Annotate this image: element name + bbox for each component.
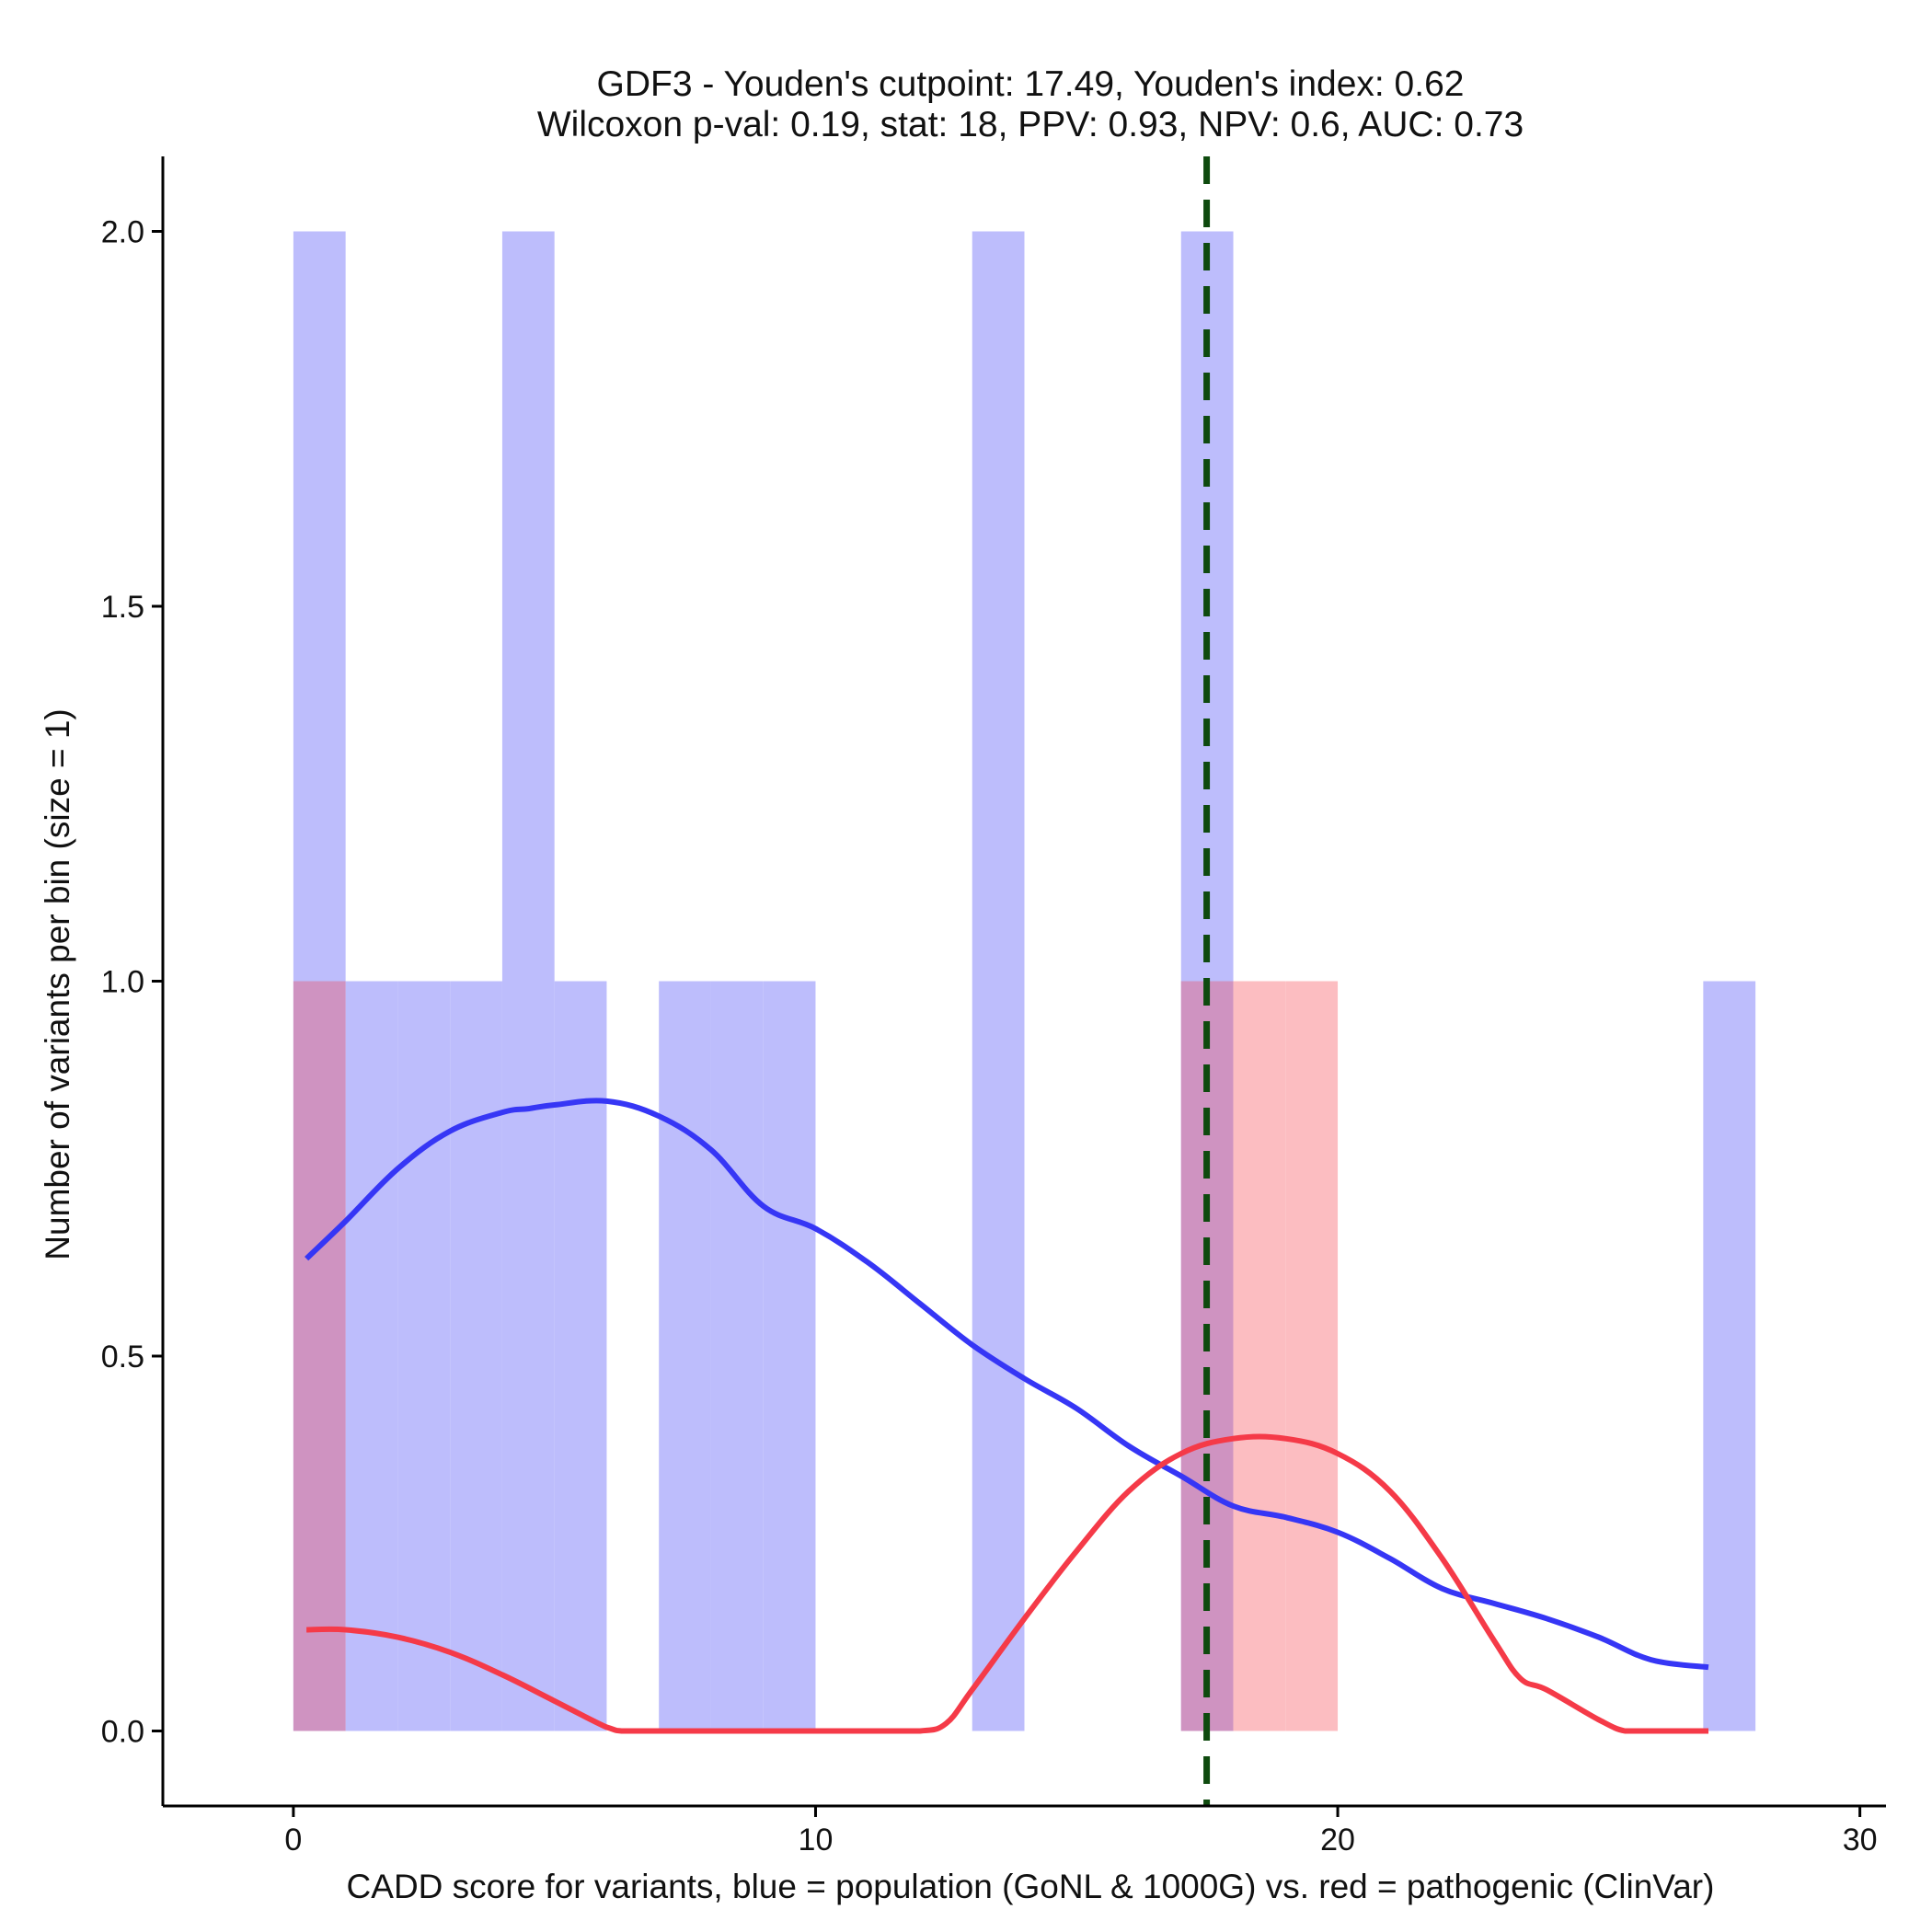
population-bar-8 <box>710 981 764 1731</box>
population-bar-5 <box>554 981 607 1731</box>
x-axis-title: CADD score for variants, blue = populati… <box>347 1868 1715 1905</box>
pathogenic-density-curve <box>306 1433 1708 1734</box>
x-tick-label-1: 10 <box>799 1823 834 1857</box>
overlap-bar-17 <box>1180 981 1234 1731</box>
population-bar-3 <box>450 981 502 1731</box>
population-bar-7 <box>659 981 711 1731</box>
y-axis-title: Number of variants per bin (size = 1) <box>39 708 76 1259</box>
population-bar-4 <box>501 231 555 1731</box>
population-bar-1 <box>345 981 398 1731</box>
y-tick-label-4: 2.0 <box>101 215 144 250</box>
population-bar-27 <box>1703 981 1756 1731</box>
y-tick-label-2: 1.0 <box>101 965 144 1000</box>
y-tick-label-1: 0.5 <box>101 1340 144 1374</box>
population-bar-9 <box>763 981 816 1731</box>
y-tick-label-0: 0.0 <box>101 1715 144 1750</box>
overlap-bar-0 <box>293 981 346 1731</box>
x-tick-label-3: 30 <box>1843 1823 1878 1857</box>
density-curves <box>305 1098 1709 1734</box>
population-density-curve <box>305 1098 1709 1671</box>
pathogenic-bar-19 <box>1285 981 1339 1731</box>
histogram-bars <box>293 231 1756 1731</box>
pathogenic-bar-18 <box>1233 981 1286 1731</box>
x-tick-label-2: 20 <box>1320 1823 1355 1857</box>
x-tick-label-0: 0 <box>284 1823 302 1857</box>
population-bar-13 <box>972 231 1025 1731</box>
chart-title: GDF3 - Youden's cutpoint: 17.49, Youden'… <box>537 64 1524 144</box>
y-tick-label-3: 1.5 <box>101 590 144 625</box>
population-bar-2 <box>397 981 451 1731</box>
axes: 0.0 0.5 1.0 1.5 2.0 0 10 20 30 <box>101 156 1886 1857</box>
chart-title-line2: Wilcoxon p-val: 0.19, stat: 18, PPV: 0.9… <box>537 105 1524 144</box>
chart-title-line1: GDF3 - Youden's cutpoint: 17.49, Youden'… <box>597 64 1465 104</box>
